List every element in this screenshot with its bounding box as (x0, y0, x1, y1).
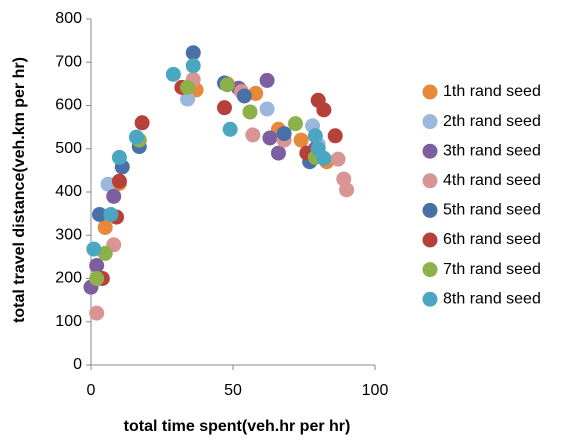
point (316, 150, 332, 166)
point (92, 206, 108, 222)
point (270, 145, 286, 161)
y-tick-label: 300 (55, 226, 82, 243)
x-axis-title: total time spent(veh.hr per hr) (124, 418, 351, 435)
point (236, 88, 252, 104)
point (89, 258, 105, 274)
point (165, 66, 181, 82)
point (248, 85, 264, 101)
point (185, 58, 201, 74)
point (262, 130, 278, 146)
point (245, 127, 261, 143)
x-tick-label: 100 (362, 382, 389, 399)
legend-label: 5th rand seed (443, 202, 541, 219)
y-tick-label: 200 (55, 270, 82, 287)
point (185, 45, 201, 61)
y-tick-label: 500 (55, 140, 82, 157)
legend-marker (422, 232, 438, 248)
point (276, 126, 292, 142)
point (111, 149, 127, 165)
x-tick-label: 0 (87, 382, 96, 399)
legend-marker (422, 291, 438, 307)
point (134, 115, 150, 131)
point (89, 271, 105, 286)
legend-label: 3th rand seed (443, 142, 541, 159)
point (219, 77, 235, 93)
y-tick-label: 600 (55, 97, 82, 114)
point (128, 129, 144, 145)
legend-marker (422, 114, 438, 130)
point (89, 305, 105, 321)
point (180, 91, 196, 107)
legend-label: 6th rand seed (443, 231, 541, 248)
y-tick-label: 700 (55, 53, 82, 70)
point (180, 79, 196, 95)
y-axis-title: total travel distance(veh.km per hr) (11, 57, 28, 323)
legend-marker (422, 84, 438, 100)
point (222, 121, 238, 137)
point (97, 245, 113, 261)
y-tick-label: 100 (55, 313, 82, 330)
legend-label: 7th rand seed (443, 261, 541, 278)
point (339, 182, 355, 198)
point (86, 241, 102, 257)
point (293, 132, 309, 148)
legend-marker (422, 202, 438, 218)
legend-label: 8th rand seed (443, 290, 541, 307)
point (259, 72, 275, 88)
legend-label: 2th rand seed (443, 113, 541, 130)
y-tick-label: 800 (55, 10, 82, 27)
point (216, 100, 232, 116)
x-tick-label: 50 (224, 382, 242, 399)
point (103, 206, 119, 222)
point (259, 101, 275, 117)
legend-label: 4th rand seed (443, 172, 541, 189)
point (287, 116, 303, 132)
point (327, 128, 343, 144)
y-tick-label: 400 (55, 183, 82, 200)
point (106, 188, 122, 204)
point (330, 151, 346, 167)
legend-marker (422, 173, 438, 189)
y-tick-label: 0 (73, 356, 82, 373)
legend-label: 1th rand seed (443, 83, 541, 100)
legend-marker (422, 262, 438, 278)
point (100, 176, 116, 192)
point (307, 128, 323, 144)
point (242, 104, 258, 120)
point (316, 102, 332, 118)
legend-marker (422, 143, 438, 159)
point (111, 173, 127, 189)
point (97, 219, 113, 235)
